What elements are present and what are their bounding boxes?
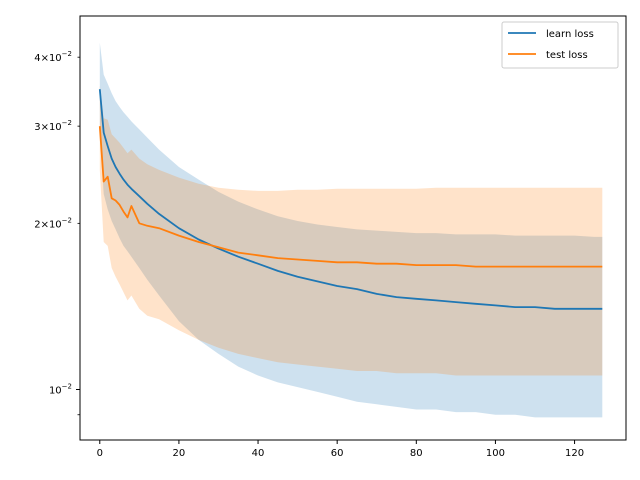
x-tick-label: 40 xyxy=(252,448,265,459)
legend-label-test-loss: test loss xyxy=(546,50,588,61)
legend-label-learn-loss: learn loss xyxy=(546,29,594,40)
series-lines xyxy=(98,89,603,310)
y-tick-label: 10−2 xyxy=(49,382,72,396)
x-tick-label: 100 xyxy=(486,448,505,459)
y-axis-ticks: 10−2 2×10−2 3×10−2 4×10−2 xyxy=(34,50,80,416)
plot-frame xyxy=(79,15,627,441)
x-tick-label: 80 xyxy=(410,448,423,459)
x-axis-ticks: 0 20 40 60 80 100 120 xyxy=(97,440,584,459)
band-learn-loss xyxy=(99,42,603,418)
x-tick-label: 120 xyxy=(565,448,584,459)
x-tick-label: 20 xyxy=(173,448,186,459)
x-tick-label: 60 xyxy=(331,448,344,459)
y-tick-label: 4×10−2 xyxy=(34,50,72,64)
x-tick-label: 0 xyxy=(97,448,103,459)
y-tick-label: 3×10−2 xyxy=(34,119,72,133)
y-tick-label: 2×10−2 xyxy=(34,216,72,230)
series-line-learn-loss xyxy=(98,89,603,310)
legend: learn loss test loss xyxy=(501,21,619,69)
series-line-test-loss xyxy=(98,126,603,268)
